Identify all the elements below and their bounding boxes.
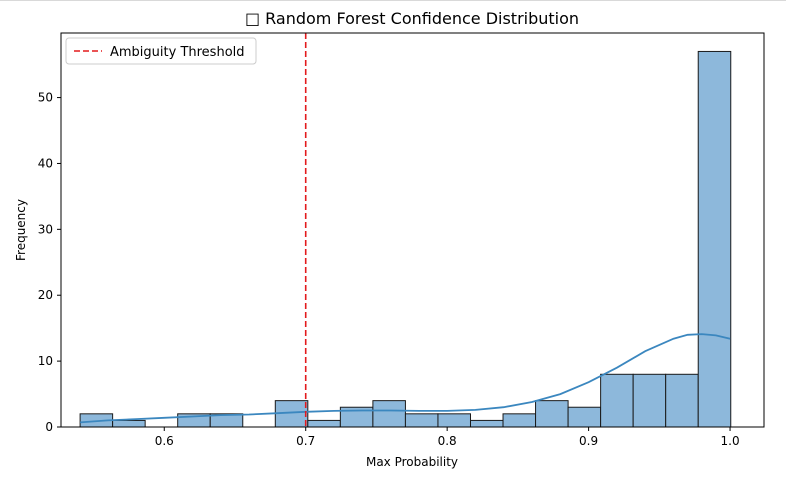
- histogram-bar-12: [469, 419, 504, 428]
- y-axis-label: Frequency: [14, 199, 28, 261]
- histogram-bar-17: [632, 373, 667, 428]
- y-tick-label-0: 0: [45, 420, 53, 434]
- kde-curve: [80, 333, 731, 424]
- x-tick-label-3: 0.9: [579, 434, 598, 448]
- y-tick-label-5: 50: [38, 91, 53, 105]
- histogram-bar-13: [502, 413, 537, 428]
- top-border: [0, 0, 786, 1]
- chart-title: □ Random Forest Confidence Distribution: [245, 9, 579, 28]
- x-axis-ticks: 0.6 0.7 0.8 0.9 1.0: [155, 427, 740, 448]
- plot-frame: [60, 32, 765, 428]
- legend-threshold-label: Ambiguity Threshold: [110, 45, 245, 60]
- x-tick-label-0: 0.6: [155, 434, 174, 448]
- y-tick-label-3: 30: [38, 222, 53, 236]
- y-tick-label-1: 10: [38, 354, 53, 368]
- histogram-bars: [79, 50, 732, 428]
- histogram-bar-7: [307, 419, 341, 428]
- legend-box: [65, 37, 257, 65]
- histogram-bar-15: [567, 406, 602, 428]
- y-tick-label-4: 40: [38, 156, 53, 170]
- y-axis-ticks: 0 10 20 30 40 50: [38, 91, 61, 434]
- histogram-bar-18: [665, 373, 699, 428]
- histogram-bar-10: [404, 413, 439, 428]
- histogram-bar-9: [372, 400, 406, 428]
- x-tick-label-4: 1.0: [721, 434, 740, 448]
- x-axis-label: Max Probability: [366, 455, 458, 469]
- histogram-bar-11: [437, 413, 471, 428]
- x-tick-label-2: 0.8: [438, 434, 457, 448]
- y-tick-label-2: 20: [38, 288, 53, 302]
- histogram-bar-16: [600, 373, 634, 428]
- x-tick-label-1: 0.7: [296, 434, 315, 448]
- legend: Ambiguity Threshold: [65, 37, 257, 65]
- histogram-bar-14: [535, 400, 569, 428]
- histogram-bar-1: [112, 419, 146, 428]
- histogram-bar-19: [697, 50, 732, 428]
